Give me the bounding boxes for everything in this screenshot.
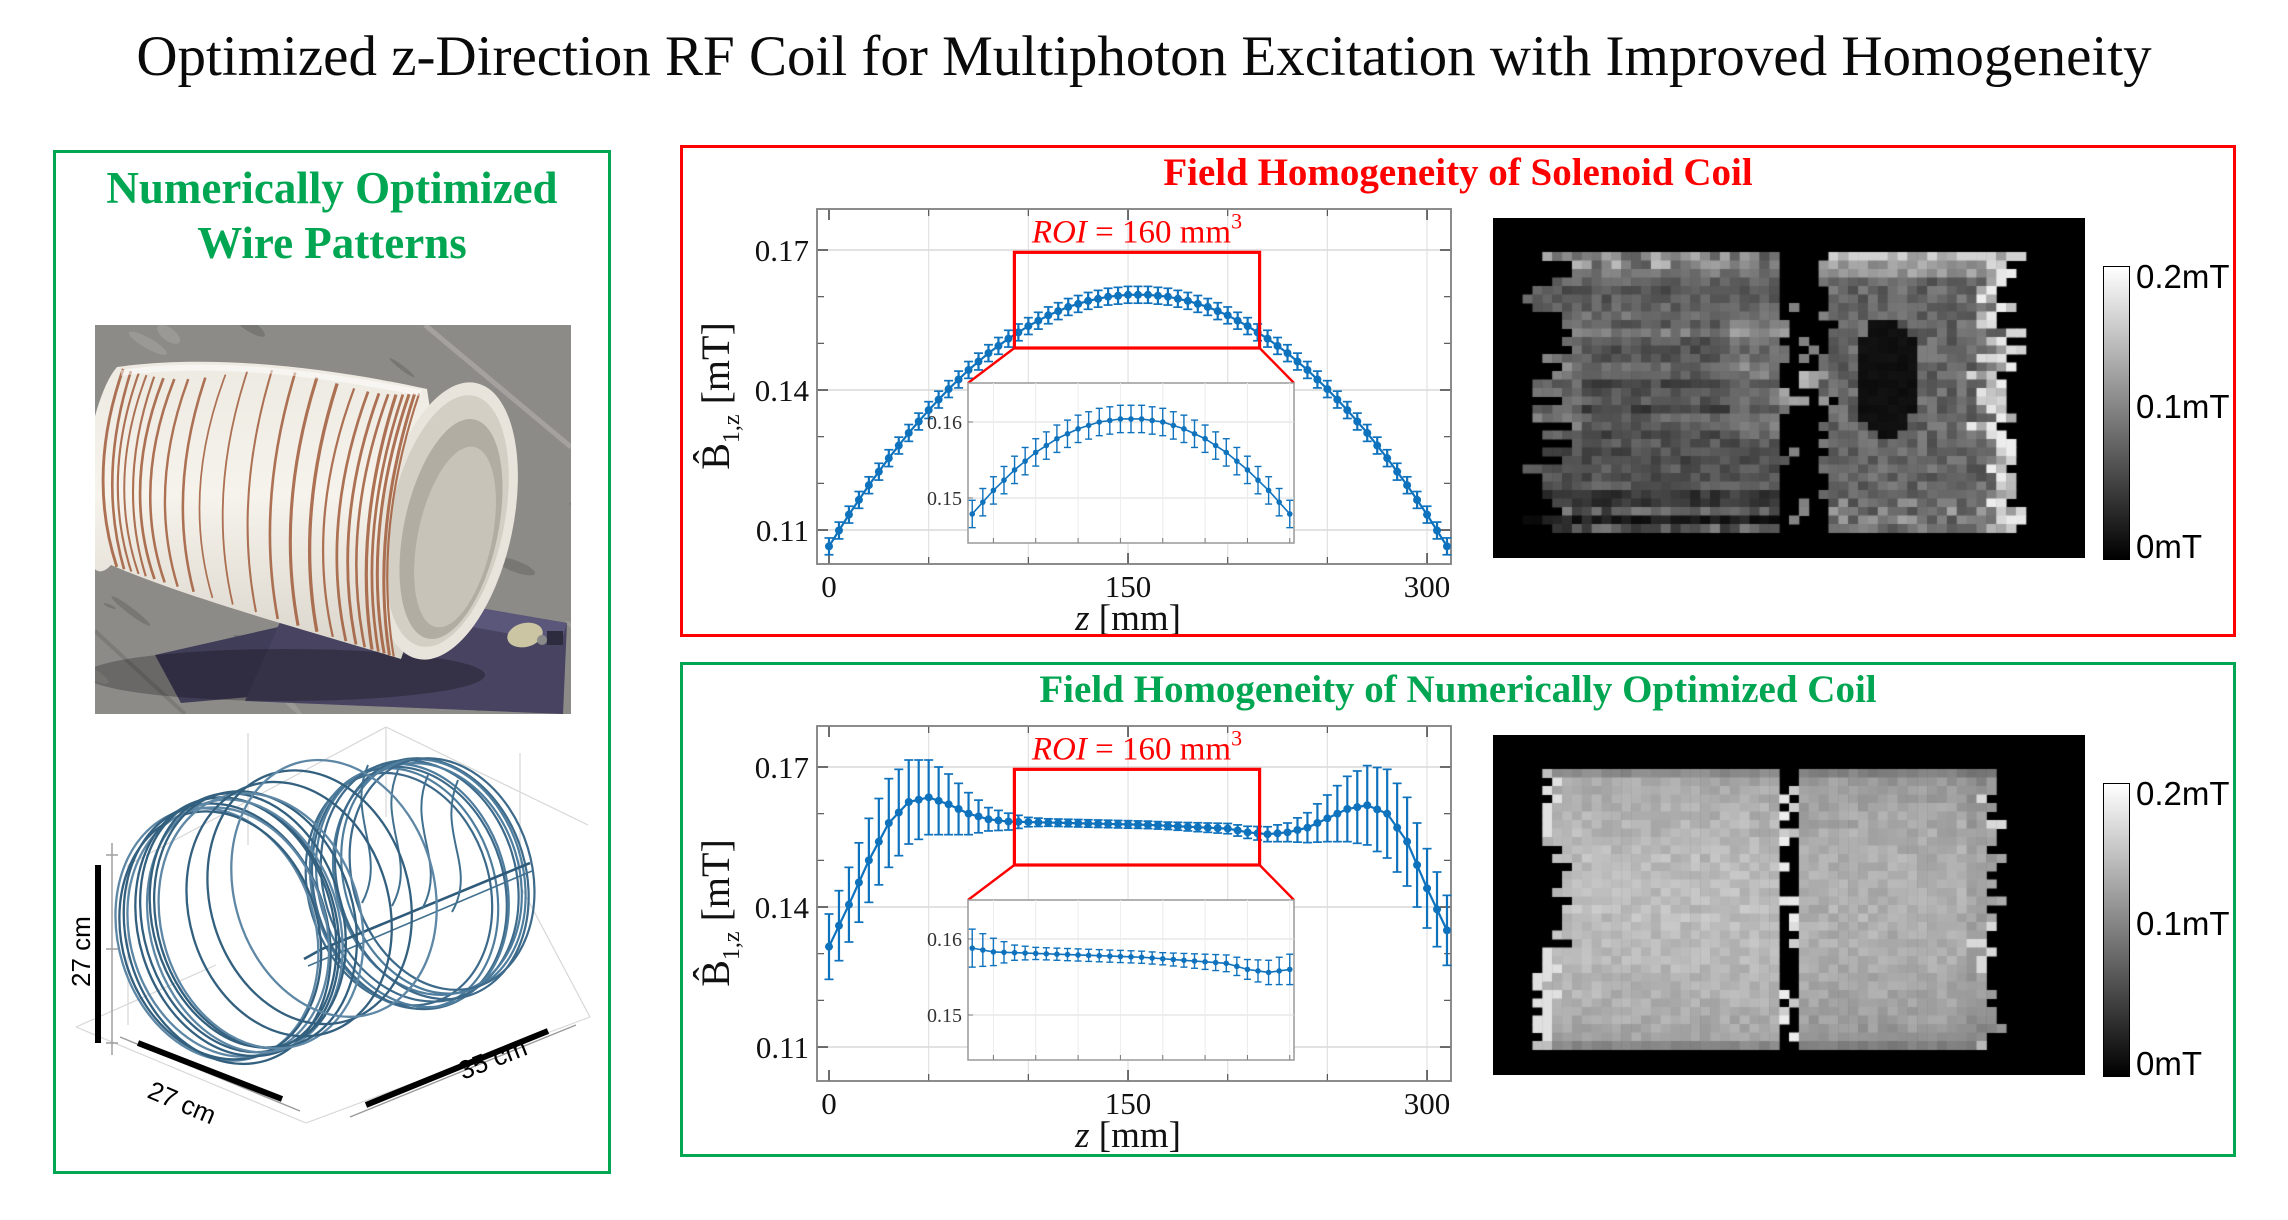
svg-text:0.16: 0.16 <box>927 412 962 434</box>
svg-text:300: 300 <box>1404 569 1451 604</box>
svg-text:0.15: 0.15 <box>927 1005 962 1027</box>
svg-text:ROI = 160 mm3: ROI = 160 mm3 <box>1031 725 1242 767</box>
svg-text:0.11: 0.11 <box>756 1030 809 1065</box>
roi-box <box>1012 250 1262 350</box>
printed-coil-cylinder <box>95 361 518 660</box>
optimized-field-map <box>1493 735 2085 1075</box>
x-axis-label: z [mm] <box>1074 598 1181 634</box>
roi-inset: 0.15 0.16 <box>927 899 1295 1061</box>
optimized-profile-chart: 0.11 0.14 0.17 0 150 300 z [mm] B̂1,z [mT] ROI =… <box>693 725 1452 1154</box>
solenoid-panel: Field Homogeneity of Solenoid Coil 0.11 0… <box>680 145 2236 637</box>
solenoid-panel-title: Field Homogeneity of Solenoid Coil <box>1163 151 1753 194</box>
colorbar-label-bottom: 0mT <box>2136 528 2202 565</box>
dimension-label-height: 27 cm <box>68 916 96 987</box>
dimension-bar-length <box>364 1028 550 1108</box>
svg-text:0.15: 0.15 <box>927 488 962 510</box>
x-axis-label: z [mm] <box>1074 1115 1181 1154</box>
colorbar-label-bottom: 0mT <box>2136 1045 2202 1082</box>
svg-text:0.16: 0.16 <box>927 929 962 951</box>
coil-photo <box>95 325 571 714</box>
optimized-panel: Field Homogeneity of Numerically Optimiz… <box>680 662 2236 1157</box>
optimized-colorbar: 0.2mT 0.1mT 0mT <box>2103 775 2237 1093</box>
colorbar-label-top: 0.2mT <box>2136 258 2230 295</box>
svg-text:150: 150 <box>1105 569 1152 604</box>
left-panel-title-line1: Numerically Optimized <box>106 163 558 213</box>
svg-text:0.17: 0.17 <box>755 233 809 268</box>
wire-plot-drawing <box>75 726 591 1124</box>
svg-text:z [mm]: z [mm] <box>1074 1115 1181 1154</box>
left-panel-title: Numerically Optimized Wire Patterns <box>56 161 608 271</box>
svg-text:150: 150 <box>1105 1086 1152 1121</box>
svg-text:ROI = 160 mm3: ROI = 160 mm3 <box>1031 208 1242 250</box>
roi-annotation: ROI = 160 mm3 <box>1031 208 1242 250</box>
y-axis-label: B̂1,z [mT] <box>693 839 745 987</box>
roi-annotation: ROI = 160 mm3 <box>1031 725 1242 767</box>
colorbar-gradient <box>2103 783 2130 1077</box>
solenoid-profile-chart: 0.11 0.14 0.17 0 150 300 z [mm] B̂1,z [mT] ROI =… <box>693 208 1452 634</box>
solenoid-colorbar: 0.2mT 0.1mT 0mT <box>2103 258 2237 576</box>
x-tick-labels: 0 150 300 <box>821 569 1450 604</box>
x-tick-labels: 0 150 300 <box>821 1086 1450 1121</box>
svg-text:300: 300 <box>1404 1086 1451 1121</box>
optimized-panel-title: Field Homogeneity of Numerically Optimiz… <box>1039 668 1877 711</box>
y-tick-labels: 0.11 0.14 0.17 <box>755 233 810 548</box>
svg-text:0.14: 0.14 <box>755 890 810 925</box>
svg-text:0.14: 0.14 <box>755 373 810 408</box>
wire-patterns-panel: Numerically Optimized Wire Patterns 27 c… <box>53 150 611 1174</box>
left-panel-title-line2: Wire Patterns <box>197 217 467 268</box>
solenoid-field-map <box>1493 218 2085 558</box>
page-title: Optimized z-Direction RF Coil for Multip… <box>136 25 2152 88</box>
coil-shadow <box>95 649 485 701</box>
roi-connector-right <box>1258 864 1295 901</box>
svg-text:B̂1,z [mT]: B̂1,z [mT] <box>693 839 745 987</box>
data-markers <box>825 290 1451 551</box>
svg-text:0.11: 0.11 <box>756 513 809 548</box>
connector-bracket <box>507 622 543 648</box>
svg-text:0: 0 <box>821 1086 837 1121</box>
roi-box <box>1012 767 1262 867</box>
data-markers <box>825 793 1451 951</box>
coil-wires <box>101 368 421 657</box>
svg-text:0.17: 0.17 <box>755 750 809 785</box>
svg-text:0: 0 <box>821 569 837 604</box>
colorbar-label-middle: 0.1mT <box>2136 388 2230 425</box>
dimension-label-depth: 27 cm <box>144 1075 221 1130</box>
error-bars <box>824 285 1452 556</box>
dimension-label-length: 35 cm <box>454 1032 531 1086</box>
wire-pattern-3d-plot: 27 cm 27 cm 35 cm <box>68 726 591 1130</box>
roi-inset: 0.15 0.16 <box>927 382 1295 544</box>
axes-box <box>816 208 1452 565</box>
colorbar-label-top: 0.2mT <box>2136 775 2230 812</box>
roi-connector-left <box>967 347 1016 384</box>
y-axis-label: B̂1,z [mT] <box>693 322 745 470</box>
roi-connector-right <box>1258 347 1295 384</box>
axes-box <box>816 725 1452 1082</box>
colorbar-gradient <box>2103 266 2130 560</box>
dimension-bar-depth <box>136 1040 284 1102</box>
roi-connector-left <box>967 864 1016 901</box>
svg-text:B̂1,z [mT]: B̂1,z [mT] <box>693 322 745 470</box>
y-tick-labels: 0.11 0.14 0.17 <box>755 750 810 1065</box>
svg-text:z [mm]: z [mm] <box>1074 598 1181 634</box>
colorbar-label-middle: 0.1mT <box>2136 905 2230 942</box>
